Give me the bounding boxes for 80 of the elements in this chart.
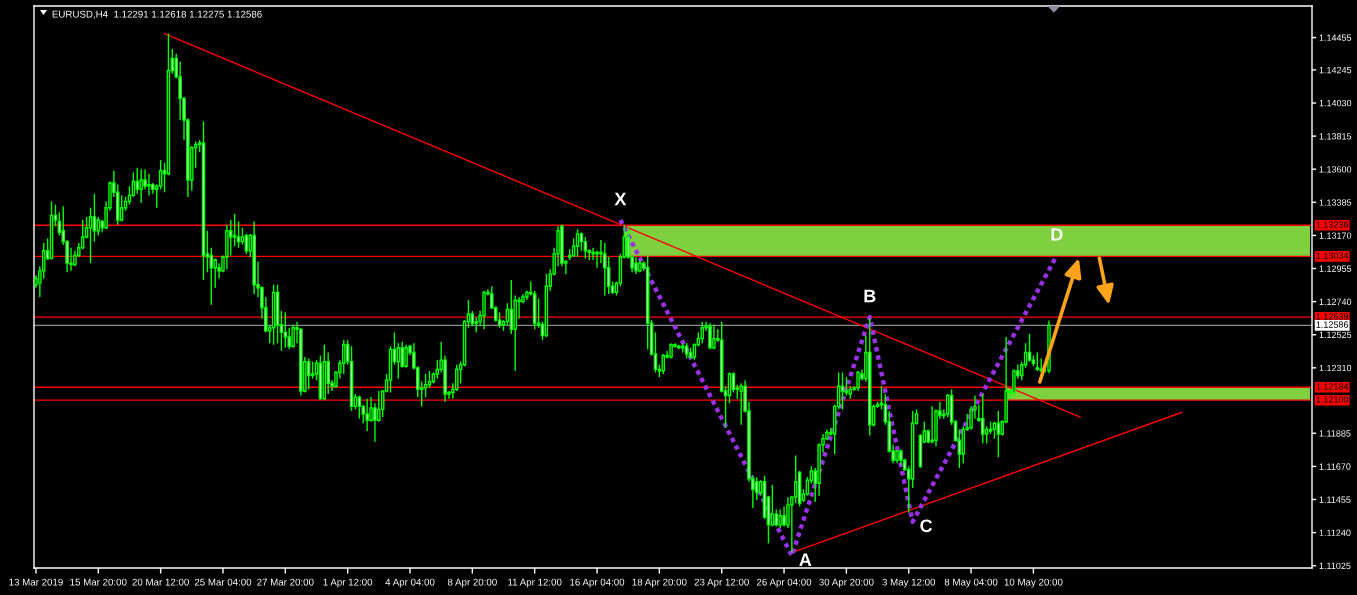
- x-tick-label: 27 Mar 20:00: [257, 578, 314, 586]
- ref-line-label: 1.12100: [1316, 396, 1349, 403]
- candlestick: [232, 213, 237, 247]
- y-tick-label: 1.14245: [1319, 66, 1352, 74]
- x-tick-label: 13 Mar 2019: [9, 578, 63, 586]
- y-tick-label: 1.13815: [1319, 133, 1352, 140]
- candlestick: [575, 228, 580, 258]
- ref-line-label: 1.13236: [1316, 221, 1349, 228]
- x-tick-label: 8 Apr 20:00: [447, 578, 497, 588]
- candlestick: [980, 393, 985, 444]
- candlestick: [591, 247, 595, 261]
- candlestick: [778, 508, 782, 529]
- candlestick: [840, 371, 845, 411]
- candlestick: [1012, 368, 1016, 398]
- x-tick-label: 8 May 04:00: [944, 578, 998, 588]
- candlestick: [1027, 333, 1032, 363]
- y-tick-label: 1.13385: [1319, 199, 1352, 206]
- x-tick-label: 18 Apr 20:00: [632, 578, 687, 588]
- annotation: A: [799, 553, 812, 566]
- candlestick: [404, 344, 408, 369]
- candlestick: [712, 324, 716, 351]
- candlestick: [326, 351, 330, 395]
- candlestick: [856, 370, 860, 392]
- candlestick: [341, 339, 346, 375]
- candlestick: [147, 173, 151, 197]
- candlestick: [139, 168, 143, 204]
- candlestick: [603, 242, 607, 297]
- y-tick-label: 1.13600: [1319, 166, 1352, 173]
- x-tick-label: 20 Mar 12:00: [132, 578, 189, 586]
- candlestick: [283, 311, 288, 349]
- annotation: B: [864, 289, 876, 303]
- candlestick: [844, 376, 849, 397]
- ref-line-label: 1.12184: [1316, 383, 1349, 390]
- candlestick: [377, 390, 381, 423]
- y-tick-label: 1.12740: [1319, 298, 1352, 305]
- annotation: X: [614, 192, 627, 206]
- y-tick-label: 1.11025: [1319, 562, 1351, 570]
- candlestick: [423, 373, 428, 398]
- candlestick: [135, 166, 140, 195]
- candlestick: [595, 250, 599, 269]
- y-tick-label: 1.11455: [1319, 496, 1351, 503]
- x-tick-label: 15 Mar 20:00: [70, 578, 127, 586]
- y-tick-label: 1.12310: [1319, 364, 1352, 372]
- y-tick-label: 1.13170: [1319, 232, 1352, 239]
- x-tick-label: 26 Apr 04:00: [756, 578, 812, 588]
- candlestick: [291, 324, 295, 349]
- ref-line-label: 1.12586: [1316, 321, 1349, 328]
- candlestick: [119, 194, 124, 223]
- y-tick-label: 1.14030: [1319, 99, 1352, 107]
- x-tick-label: 4 Apr 04:00: [385, 578, 435, 588]
- x-tick-label: 1 Apr 12:00: [323, 578, 373, 588]
- candlestick: [700, 320, 704, 344]
- candlestick: [482, 290, 486, 331]
- x-tick-label: 30 Apr 20:00: [819, 578, 874, 588]
- x-tick-label: 10 May 20:00: [1004, 578, 1063, 588]
- candlestick: [236, 220, 241, 249]
- annotation: C: [920, 519, 933, 533]
- x-tick-label: 25 Mar 04:00: [194, 578, 252, 586]
- candlestick: [579, 231, 584, 252]
- chart-title: EURUSD,H4 1.12291 1.12618 1.12275 1.12586: [52, 10, 262, 19]
- ref-line-label: 1.12639: [1316, 313, 1349, 320]
- x-tick-label: 3 May 12:00: [882, 578, 936, 588]
- x-tick-label: 11 Apr 12:00: [508, 578, 562, 588]
- y-tick-label: 1.11885: [1319, 430, 1351, 437]
- candlestick: [930, 405, 934, 444]
- x-tick-label: 23 Apr 12:00: [694, 578, 749, 588]
- candlestick: [661, 353, 666, 375]
- annotation: D: [1051, 228, 1063, 241]
- y-tick-label: 1.14455: [1319, 34, 1352, 41]
- candlestick: [739, 382, 743, 426]
- y-tick-label: 1.12955: [1319, 265, 1352, 272]
- y-tick-label: 1.12525: [1319, 331, 1352, 339]
- candlestick: [213, 257, 217, 289]
- candlestick: [708, 322, 712, 351]
- x-tick-label: 16 Apr 04:00: [570, 578, 625, 588]
- y-tick-label: 1.11240: [1319, 529, 1351, 536]
- ref-line-label: 1.13034: [1316, 252, 1349, 259]
- y-tick-label: 1.11670: [1319, 463, 1351, 470]
- candlestick: [365, 397, 369, 432]
- candlestick: [793, 454, 798, 505]
